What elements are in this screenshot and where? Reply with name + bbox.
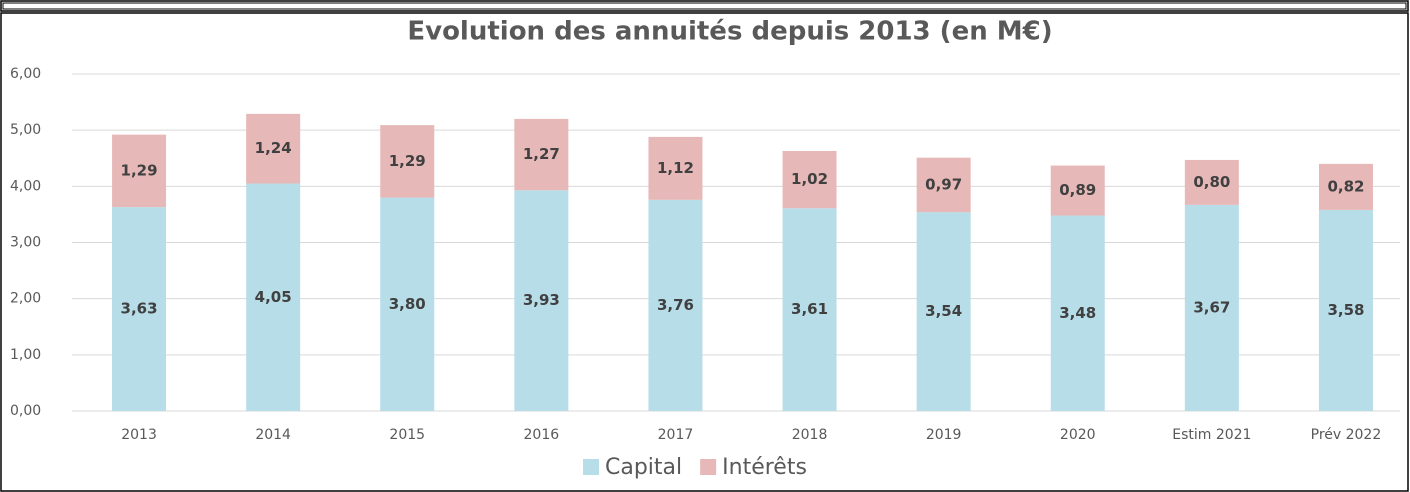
x-tick-label: 2019 xyxy=(926,427,962,443)
data-label: 3,67 xyxy=(1193,298,1230,316)
data-label: 3,61 xyxy=(791,300,828,318)
legend-swatch xyxy=(700,459,717,475)
y-tick-label: 2,00 xyxy=(10,291,41,307)
x-tick-label: 2016 xyxy=(524,427,560,443)
bar-segment xyxy=(1318,209,1373,411)
data-label: 3,63 xyxy=(121,300,158,318)
bar-segment xyxy=(112,207,167,411)
bar-segment xyxy=(916,157,971,213)
data-label: 0,82 xyxy=(1327,177,1364,195)
data-label: 1,02 xyxy=(791,170,828,188)
data-label: 1,24 xyxy=(255,139,292,157)
x-tick-label: 2020 xyxy=(1060,427,1096,443)
bar-segment xyxy=(1050,215,1105,411)
data-label: 3,80 xyxy=(389,295,426,313)
y-tick-label: 0,00 xyxy=(10,403,41,419)
legend-swatch xyxy=(583,459,599,475)
data-label: 4,05 xyxy=(255,288,292,306)
bar-segment xyxy=(514,190,569,411)
data-label: 0,97 xyxy=(925,175,962,193)
data-label: 1,29 xyxy=(389,152,426,170)
x-tick-label: Prév 2022 xyxy=(1311,427,1382,443)
x-tick-label: Estim 2021 xyxy=(1172,427,1251,443)
y-tick-label: 1,00 xyxy=(10,347,41,363)
legend-label: Capital xyxy=(605,455,682,480)
bar-segment xyxy=(1050,165,1105,216)
bar-segment xyxy=(1184,159,1239,205)
data-label: 0,80 xyxy=(1193,173,1230,191)
data-label: 1,27 xyxy=(523,145,560,163)
y-tick-label: 4,00 xyxy=(10,178,41,194)
top-strip xyxy=(0,0,1409,12)
legend-label: Intérêts xyxy=(722,455,807,480)
bar-segment xyxy=(782,150,837,209)
data-label: 3,76 xyxy=(657,296,694,314)
bar-segment xyxy=(1318,163,1373,210)
data-label: 1,29 xyxy=(121,161,158,179)
bar-segment xyxy=(916,212,971,411)
x-tick-label: 2014 xyxy=(255,427,291,443)
bar-segment xyxy=(380,125,435,198)
bar-segment xyxy=(514,118,569,191)
bar-segment xyxy=(648,136,703,200)
bar-segment xyxy=(246,113,301,184)
x-tick-label: 2018 xyxy=(792,427,828,443)
bar-segment xyxy=(782,208,837,411)
data-label: 3,48 xyxy=(1059,304,1096,322)
x-tick-label: 2013 xyxy=(121,427,157,443)
data-label: 3,58 xyxy=(1327,301,1364,319)
data-label: 0,89 xyxy=(1059,181,1096,199)
x-tick-label: 2017 xyxy=(658,427,694,443)
data-label: 1,12 xyxy=(657,159,694,177)
top-strip-inner xyxy=(2,2,1407,10)
bar-segment xyxy=(380,197,435,411)
data-label: 3,93 xyxy=(523,291,560,309)
y-tick-label: 5,00 xyxy=(10,122,41,138)
y-tick-label: 3,00 xyxy=(10,235,41,251)
y-tick-label: 6,00 xyxy=(10,66,41,82)
chart-title: Evolution des annuités depuis 2013 (en M… xyxy=(407,17,1052,47)
bar-segment xyxy=(1184,204,1239,411)
bar-segment xyxy=(648,199,703,411)
x-tick-label: 2015 xyxy=(389,427,425,443)
data-label: 3,54 xyxy=(925,302,962,320)
bar-segment xyxy=(112,134,167,208)
bar-segment xyxy=(246,183,301,411)
